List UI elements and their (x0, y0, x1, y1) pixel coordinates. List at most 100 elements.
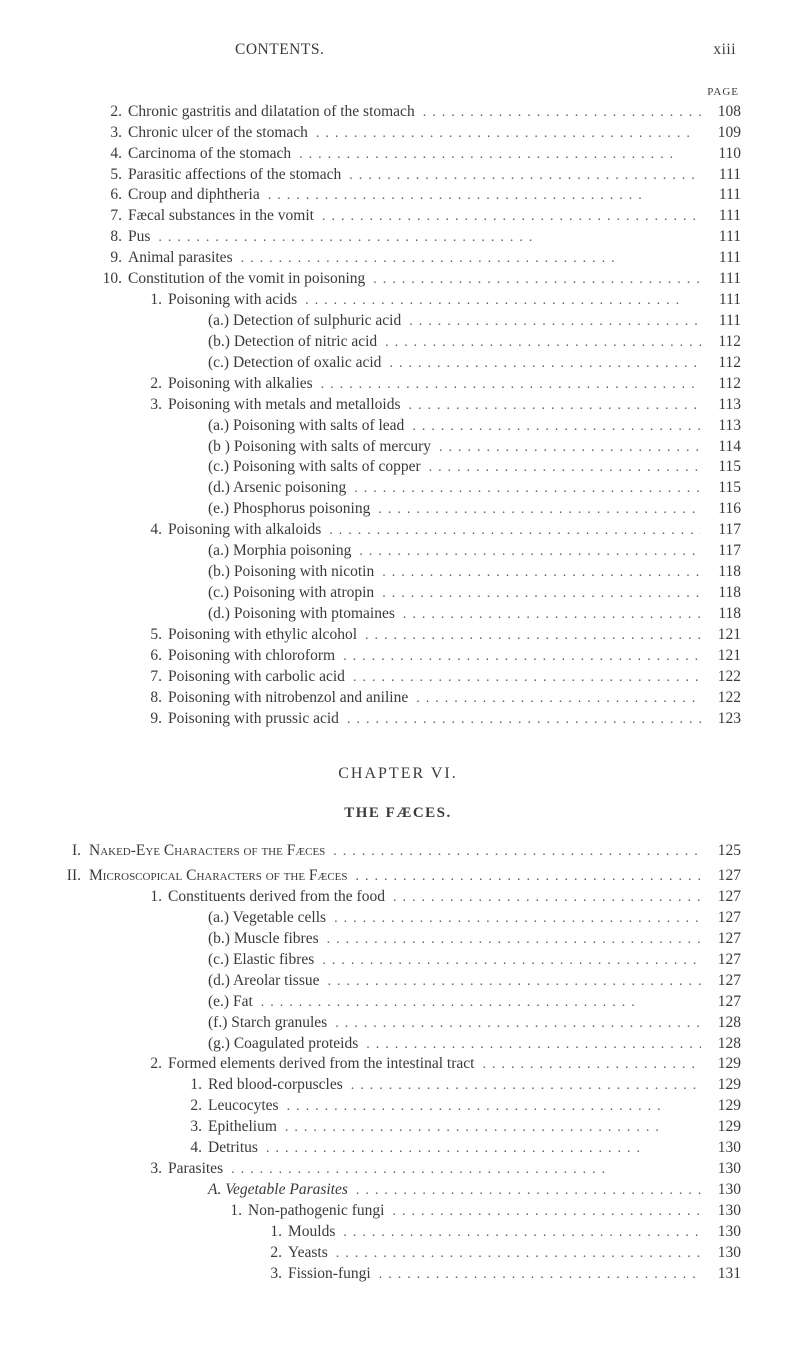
entry-page: 123 (701, 709, 741, 730)
toc-entry: 7.Fæcal substances in the vomit.........… (55, 206, 741, 227)
entry-text: (b.) Detection of nitric acid (208, 332, 377, 353)
leader-dots: ........................................ (415, 104, 701, 123)
entry-page: 127 (701, 929, 741, 950)
leader-dots: ........................................ (321, 522, 701, 541)
entry-page: 130 (701, 1243, 741, 1264)
entry-text: Fæcal substances in the vomit (128, 206, 314, 227)
leader-dots: ........................................ (319, 973, 701, 992)
toc-entry: 0.(a.) Morphia poisoning................… (55, 541, 741, 562)
entry-number: 9. (100, 248, 122, 269)
chapter-title: CHAPTER VI. (55, 763, 741, 785)
entry-text: Poisoning with carbolic acid (168, 667, 345, 688)
leader-dots: ........................................ (358, 1036, 701, 1055)
leader-dots: ........................................ (223, 1161, 701, 1180)
entry-text: (d.) Poisoning with ptomaines (208, 604, 395, 625)
toc-entry: 6.Croup and diphtheria..................… (55, 185, 741, 206)
page-column-label: PAGE (55, 85, 741, 100)
entry-page: 129 (701, 1096, 741, 1117)
entry-page: 127 (701, 908, 741, 929)
entry-text: (c.) Poisoning with salts of copper (208, 457, 421, 478)
toc-entry: 8.Pus...................................… (55, 227, 741, 248)
page-header: CONTENTS. xiii (55, 40, 741, 61)
entry-text: Poisoning with prussic acid (168, 709, 339, 730)
entry-number: 1. (180, 1075, 202, 1096)
toc-entry: 3.Parasites.............................… (55, 1159, 741, 1180)
toc-entry: 3.Fission-fungi.........................… (55, 1264, 741, 1285)
entry-text: Poisoning with metals and metalloids (168, 395, 401, 416)
entry-page: 118 (701, 562, 741, 583)
leader-dots: ........................................ (345, 669, 701, 688)
entry-text: (a.) Poisoning with salts of lead (208, 416, 404, 437)
entry-number: 8. (140, 688, 162, 709)
leader-dots: ........................................ (326, 910, 701, 929)
leader-dots: ........................................ (258, 1140, 701, 1159)
toc-entry: 1.Red blood-corpuscles..................… (55, 1075, 741, 1096)
toc-entry: 3.Epithelium............................… (55, 1117, 741, 1138)
leader-dots: ........................................ (335, 648, 701, 667)
top-entries: 2.Chronic gastritis and dilatation of th… (55, 102, 741, 730)
leader-dots: ........................................ (474, 1056, 701, 1075)
entry-page: 129 (701, 1075, 741, 1096)
toc-entry: 3.Chronic ulcer of the stomach..........… (55, 123, 741, 144)
leader-dots: ........................................ (308, 125, 701, 144)
entry-number: 10. (100, 269, 122, 290)
section-text: Naked-Eye Characters of the Fæces (89, 841, 325, 862)
entry-text: Detritus (208, 1138, 258, 1159)
toc-entry: 9.Poisoning with prussic acid...........… (55, 709, 741, 730)
entry-text: Constitution of the vomit in poisoning (128, 269, 365, 290)
entry-text: Red blood-corpuscles (208, 1075, 343, 1096)
section-page: 125 (701, 841, 741, 862)
entry-page: 109 (701, 123, 741, 144)
entry-page: 130 (701, 1201, 741, 1222)
entry-page: 111 (701, 269, 741, 290)
toc-entry: 4. Detritus..............................… (55, 1138, 741, 1159)
entry-number: 9. (140, 709, 162, 730)
toc-entry: 1.Constituents derived from the food....… (55, 887, 741, 908)
entry-text: Carcinoma of the stomach (128, 144, 291, 165)
leader-dots: ........................................ (365, 271, 701, 290)
toc-entry: 9.Animal parasites......................… (55, 248, 741, 269)
leader-dots: ........................................ (314, 952, 701, 971)
toc-entry: 0.(b.) Muscle fibres....................… (55, 929, 741, 950)
entry-page: 111 (701, 248, 741, 269)
toc-entry: 0.(d.) Arsenic poisoning................… (55, 478, 741, 499)
toc-entry: 5.Poisoning with ethylic alcohol........… (55, 625, 741, 646)
entry-text: Yeasts (288, 1243, 328, 1264)
section-entry: I.Naked-Eye Characters of the Fæces.....… (55, 841, 741, 862)
toc-entry: 0.(g.) Coagulated proteids..............… (55, 1034, 741, 1055)
toc-entry: 1.Moulds................................… (55, 1222, 741, 1243)
entry-text: Constituents derived from the food (168, 887, 385, 908)
leader-dots: ........................................ (313, 376, 701, 395)
toc-entry: 0.(e.) Fat..............................… (55, 992, 741, 1013)
leader-dots: ........................................ (314, 208, 701, 227)
toc-entry: 0.(a.) Vegetable cells..................… (55, 908, 741, 929)
section-entry: II.Microscopical Characters of the Fæces… (55, 866, 741, 887)
leader-dots: ........................................ (404, 418, 701, 437)
entry-page: 111 (701, 206, 741, 227)
entry-number: 4. (140, 520, 162, 541)
entry-number: 4. (180, 1138, 202, 1159)
leader-dots: ........................................ (385, 889, 701, 908)
leader-dots: ........................................ (384, 1203, 701, 1222)
toc-entry: 1.Non-pathogenic fungi..................… (55, 1201, 741, 1222)
header-contents: CONTENTS. (235, 40, 324, 61)
entry-text: Fission-fungi (288, 1264, 371, 1285)
leader-dots: ........................................ (319, 931, 701, 950)
entry-number: 8. (100, 227, 122, 248)
leader-dots: ........................................ (371, 1266, 701, 1285)
entry-page: 122 (701, 667, 741, 688)
entry-text: (a.) Vegetable cells (208, 908, 326, 929)
entry-number: 2. (140, 1054, 162, 1075)
entry-page: 111 (701, 290, 741, 311)
entry-text: Poisoning with alkaloids (168, 520, 321, 541)
entry-page: 127 (701, 887, 741, 908)
entry-page: 111 (701, 165, 741, 186)
entry-text: (c.) Elastic fibres (208, 950, 314, 971)
leader-dots: ........................................ (279, 1098, 701, 1117)
entry-page: 111 (701, 311, 741, 332)
toc-entry: 0.(a.) Detection of sulphuric acid......… (55, 311, 741, 332)
entry-number: 3. (140, 395, 162, 416)
leader-dots: ........................................ (431, 439, 701, 458)
section-page: 127 (701, 866, 741, 887)
toc-entry: 0.(c.) Poisoning with salts of copper...… (55, 457, 741, 478)
